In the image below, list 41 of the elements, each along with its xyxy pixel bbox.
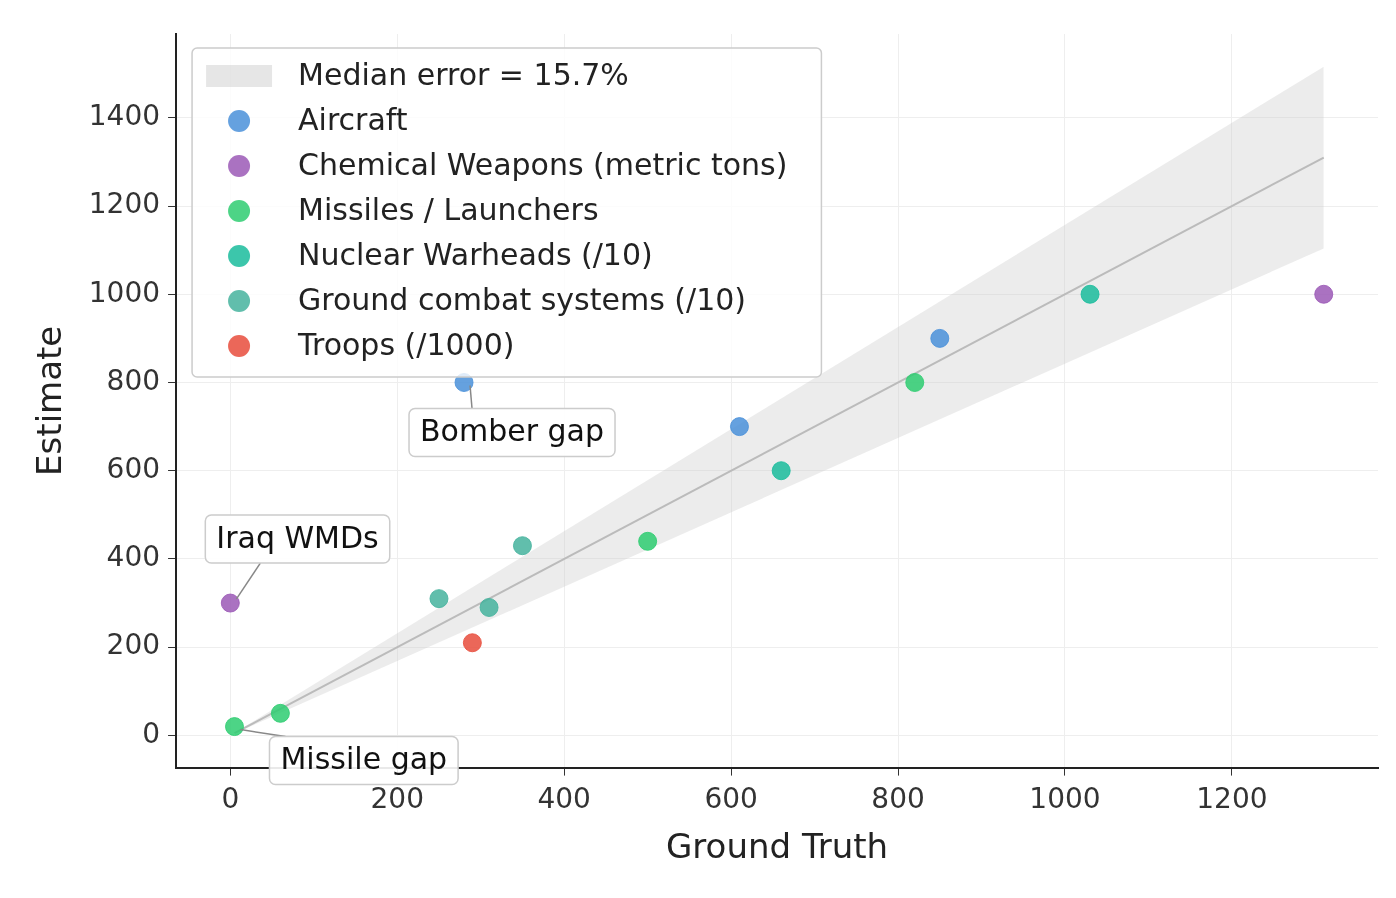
x-tick-label: 1200: [1196, 781, 1268, 815]
y-tick-label: 0: [142, 716, 161, 750]
legend-label: Missiles / Launchers: [298, 191, 599, 227]
x-axis-title: Ground Truth: [666, 826, 889, 867]
y-tick-label: 1400: [88, 99, 161, 133]
annotation: Bomber gap: [420, 413, 605, 449]
point: [429, 589, 449, 609]
annotation: Missile gap: [280, 741, 448, 777]
point: [220, 593, 240, 613]
point: [771, 461, 791, 481]
y-tick-label: 1000: [88, 275, 161, 309]
x-tick-label: 600: [704, 781, 758, 815]
point: [905, 372, 925, 392]
point: [1080, 284, 1100, 304]
y-tick-label: 600: [106, 452, 161, 485]
point: [512, 536, 532, 556]
y-axis-title: Estimate: [29, 325, 70, 476]
y-tick-label: 400: [106, 540, 161, 574]
x-tick-label: 200: [370, 781, 424, 815]
annotation: Iraq WMDs: [216, 519, 379, 555]
x-tick-label: 1000: [1029, 781, 1101, 815]
y-tick-label: 1200: [88, 187, 161, 221]
point: [270, 703, 290, 723]
point: [479, 597, 499, 617]
point: [638, 531, 658, 551]
legend-label: Median error = 15.7%: [298, 56, 629, 92]
point: [1314, 284, 1334, 304]
point: [930, 328, 950, 348]
x-tick-label: 0: [221, 781, 240, 815]
x-tick-label: 400: [537, 781, 591, 815]
x-tick-label: 800: [871, 781, 925, 815]
point: [224, 717, 244, 737]
legend-label: Ground combat systems (/10): [298, 281, 747, 317]
legend-label: Aircraft: [298, 101, 408, 137]
y-tick-label: 200: [106, 628, 161, 662]
point: [462, 633, 482, 653]
legend-label: Chemical Weapons (metric tons): [298, 146, 788, 182]
legend-label: Troops (/1000): [297, 326, 515, 362]
y-tick-label: 800: [106, 363, 161, 397]
legend-label: Nuclear Warheads (/10): [298, 236, 653, 272]
point: [729, 417, 749, 437]
